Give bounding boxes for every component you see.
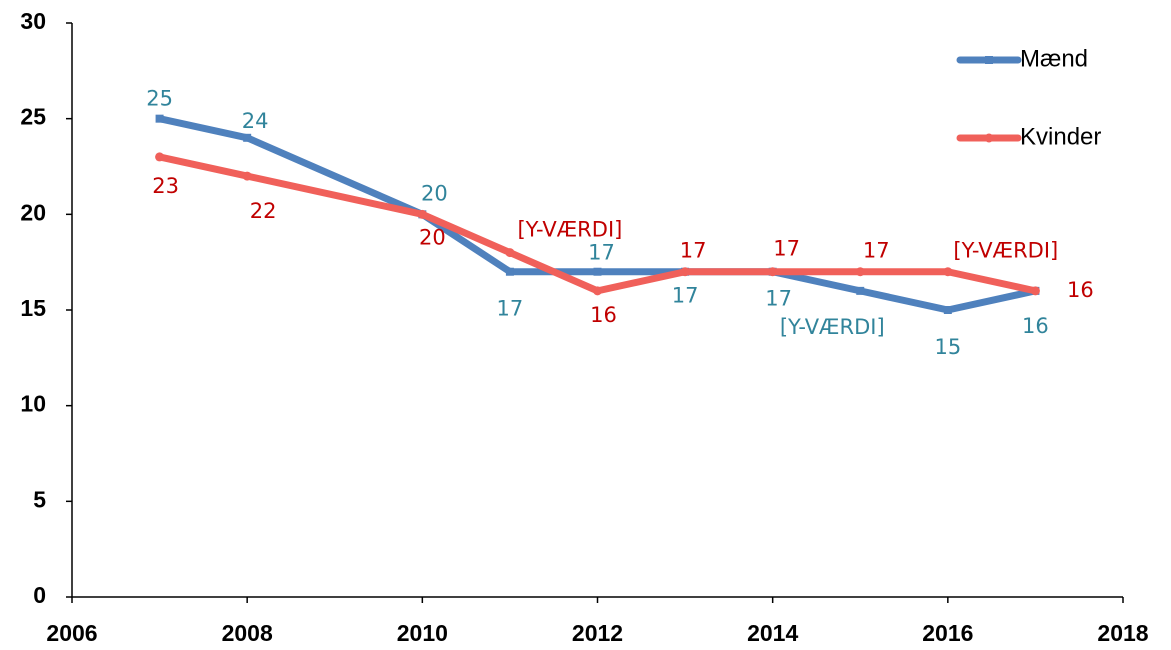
data-label: 16 xyxy=(590,303,617,327)
marker xyxy=(943,267,953,277)
marker xyxy=(943,306,952,314)
data-label: 17 xyxy=(773,237,800,261)
legend-label: Kvinder xyxy=(1020,123,1101,150)
y-tick-label: 0 xyxy=(33,582,46,608)
data-label: [Y-VÆRDI] xyxy=(953,239,1058,263)
data-label: [Y-VÆRDI] xyxy=(780,315,885,339)
data-label: 17 xyxy=(672,284,699,308)
data-label: 25 xyxy=(146,87,173,111)
x-tick-label: 2014 xyxy=(747,620,798,646)
data-label: [Y-VÆRDI] xyxy=(517,218,622,242)
marker xyxy=(242,171,252,181)
marker xyxy=(505,267,514,276)
legend-marker xyxy=(984,133,994,143)
y-tick-label: 10 xyxy=(20,391,46,417)
marker xyxy=(155,114,164,123)
data-label: 17 xyxy=(497,297,524,321)
data-label: 16 xyxy=(1067,278,1094,302)
x-tick-label: 2016 xyxy=(922,620,973,646)
data-label: 17 xyxy=(680,239,707,263)
x-tick-label: 2008 xyxy=(222,620,273,646)
x-tick-label: 2018 xyxy=(1097,620,1148,646)
data-label: 16 xyxy=(1022,314,1049,338)
y-tick-label: 20 xyxy=(20,199,46,225)
data-label: 17 xyxy=(588,241,615,265)
marker xyxy=(1030,286,1040,296)
data-label: 15 xyxy=(934,335,961,359)
data-label: 22 xyxy=(250,199,277,223)
data-label: 17 xyxy=(863,239,890,263)
legend-marker xyxy=(985,56,993,64)
x-tick-label: 2006 xyxy=(46,620,97,646)
marker xyxy=(855,267,865,277)
data-label: 17 xyxy=(765,287,792,311)
data-label: 20 xyxy=(421,181,448,205)
x-tick-label: 2010 xyxy=(397,620,448,646)
series-line xyxy=(158,115,1037,314)
y-tick-label: 30 xyxy=(20,8,46,34)
marker xyxy=(856,286,865,295)
marker xyxy=(417,209,427,219)
marker xyxy=(505,248,515,258)
x-tick-label: 2012 xyxy=(572,620,623,646)
marker xyxy=(680,267,690,277)
marker xyxy=(243,133,252,142)
y-tick-label: 5 xyxy=(33,486,46,512)
y-tick-label: 15 xyxy=(20,295,46,321)
y-tick-label: 25 xyxy=(20,104,46,130)
data-label: 20 xyxy=(419,225,446,249)
marker xyxy=(155,152,165,162)
marker xyxy=(768,267,778,277)
legend-label: Mænd xyxy=(1020,45,1088,72)
marker xyxy=(593,267,602,276)
series-line xyxy=(158,153,1037,295)
marker xyxy=(593,286,602,296)
data-label: 24 xyxy=(242,109,269,133)
data-label: 23 xyxy=(152,174,179,198)
